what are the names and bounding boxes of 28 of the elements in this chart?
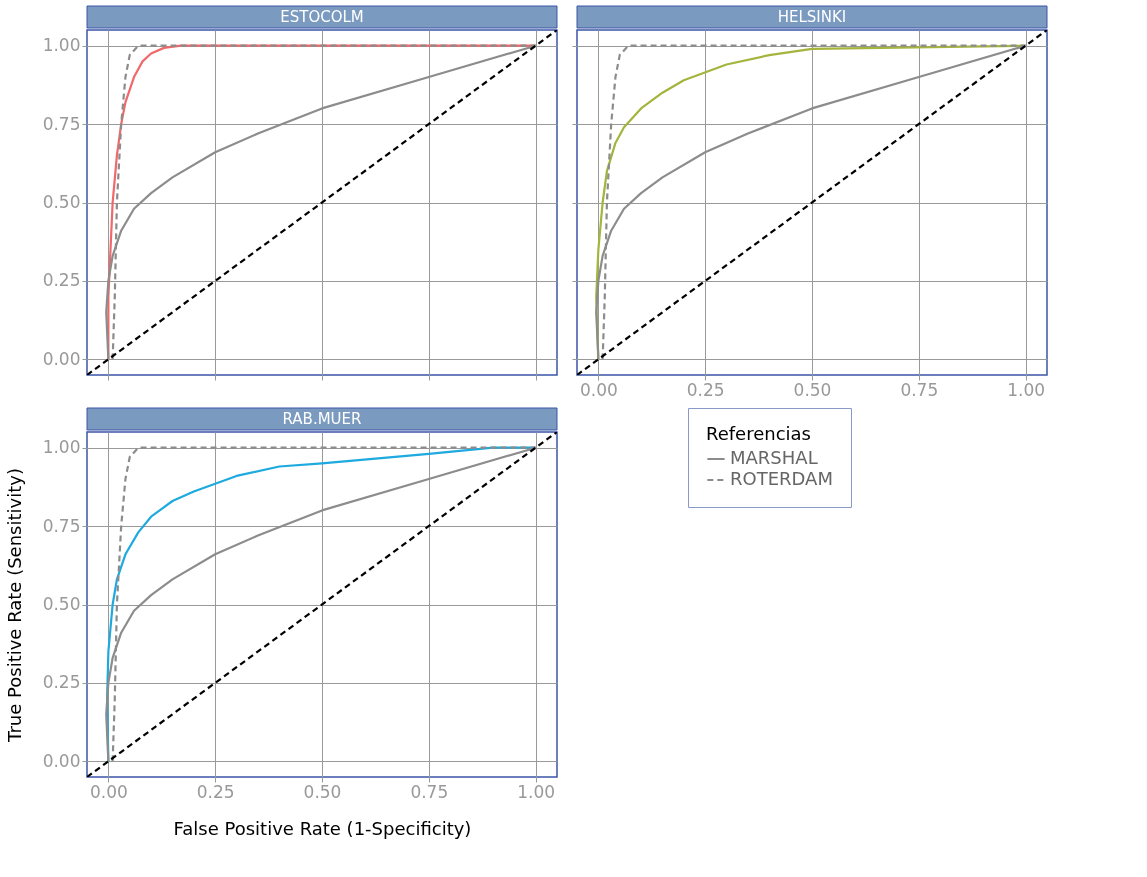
x-tick-label: 1.00 <box>517 781 556 802</box>
x-tick-label: 0.75 <box>900 379 939 400</box>
y-axis-title: True Positive Rate (Sensitivity) <box>3 468 25 743</box>
x-tick-label: 1.00 <box>1007 379 1046 400</box>
x-tick-label: 0.00 <box>579 379 618 400</box>
chart-title: RAB.MUER <box>282 410 362 428</box>
y-tick-label: 0.25 <box>42 270 81 291</box>
y-tick-label: 1.00 <box>42 35 81 56</box>
x-tick-label: 0.75 <box>410 781 449 802</box>
x-tick-label: 0.50 <box>793 379 832 400</box>
chart-title: ESTOCOLM <box>280 8 364 26</box>
y-tick-label: 0.75 <box>42 515 81 536</box>
chart-title: HELSINKI <box>777 8 847 26</box>
y-tick-label: 0.50 <box>42 192 81 212</box>
x-tick-label: 0.50 <box>303 781 342 802</box>
x-tick-label: 0.25 <box>686 379 725 400</box>
y-tick-label: 0.00 <box>42 750 81 771</box>
legend-label: ROTERDAM <box>730 468 833 489</box>
y-tick-label: 0.00 <box>42 348 81 369</box>
y-tick-label: 0.25 <box>42 672 81 693</box>
y-tick-label: 0.75 <box>42 113 81 134</box>
y-tick-label: 1.00 <box>42 437 81 458</box>
legend-title: Referencias <box>706 423 811 444</box>
x-tick-label: 0.00 <box>89 781 128 802</box>
legend-label: MARSHAL <box>730 447 818 468</box>
x-tick-label: 0.25 <box>196 781 235 802</box>
y-tick-label: 0.50 <box>42 594 81 614</box>
x-axis-title: False Positive Rate (1-Specificity) <box>173 817 472 839</box>
